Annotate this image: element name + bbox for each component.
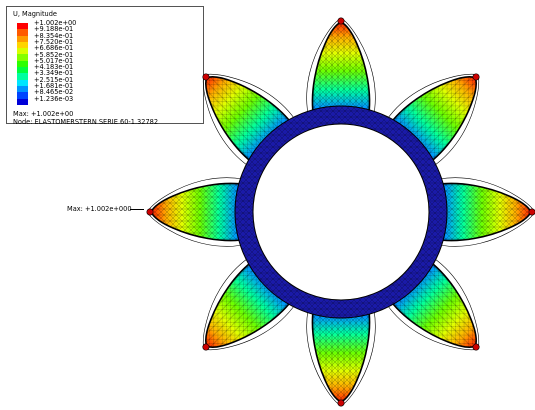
max-value-annotation: Max: +1.002e+000 bbox=[67, 205, 132, 213]
star-lobe bbox=[146, 177, 250, 247]
star-lobes bbox=[146, 17, 535, 407]
legend-node-name: Node: ELASTOMERSTERN SERIE 60-1.32782 bbox=[13, 118, 159, 126]
legend-tick-label: +6.686e-01 bbox=[34, 44, 74, 53]
legend-swatch bbox=[17, 35, 28, 42]
legend-tick-label: +3.349e-01 bbox=[34, 69, 74, 78]
legend-swatch bbox=[17, 23, 28, 30]
legend-swatch bbox=[17, 41, 28, 49]
legend-tick-label: +8.465e-02 bbox=[34, 88, 74, 97]
legend-title: U, Magnitude bbox=[13, 10, 57, 18]
legend-max-value: Max: +1.002e+00 bbox=[13, 110, 74, 118]
legend-tick-label: +5.017e-01 bbox=[34, 56, 74, 65]
legend-swatch bbox=[17, 98, 28, 105]
legend-swatch bbox=[17, 79, 28, 86]
hub-ring bbox=[234, 105, 448, 319]
legend-tick-label: +9.188e-01 bbox=[34, 25, 74, 34]
legend-tick-label: +4.183e-01 bbox=[34, 63, 74, 72]
legend-tick-label: +5.852e-01 bbox=[34, 50, 74, 59]
star-lobe bbox=[306, 303, 376, 407]
legend-swatch bbox=[17, 29, 28, 36]
legend-tick-label: +1.002e+00 bbox=[34, 19, 77, 27]
legend-color-bar bbox=[17, 23, 28, 105]
contour-legend: U, Magnitude +1.002e+00 +9.188e-01 +8.354e… bbox=[6, 6, 204, 126]
legend-tick-label: +7.520e-01 bbox=[34, 37, 74, 46]
legend-swatch bbox=[17, 85, 28, 93]
legend-swatch bbox=[17, 67, 28, 74]
legend-tick-label: +2.515e-01 bbox=[34, 75, 74, 84]
legend-tick-label: +8.354e-01 bbox=[34, 31, 74, 40]
legend-swatch bbox=[17, 92, 28, 99]
legend-tick-label: +1.236e-03 bbox=[34, 94, 74, 103]
star-lobe bbox=[432, 177, 535, 247]
legend-swatch bbox=[17, 54, 28, 61]
legend-swatch bbox=[17, 60, 28, 68]
legend-swatch bbox=[17, 73, 28, 80]
star-lobe bbox=[306, 17, 376, 121]
legend-tick-label: +1.681e-01 bbox=[34, 82, 74, 90]
legend-swatch bbox=[17, 48, 28, 55]
max-leader-line bbox=[130, 209, 144, 210]
